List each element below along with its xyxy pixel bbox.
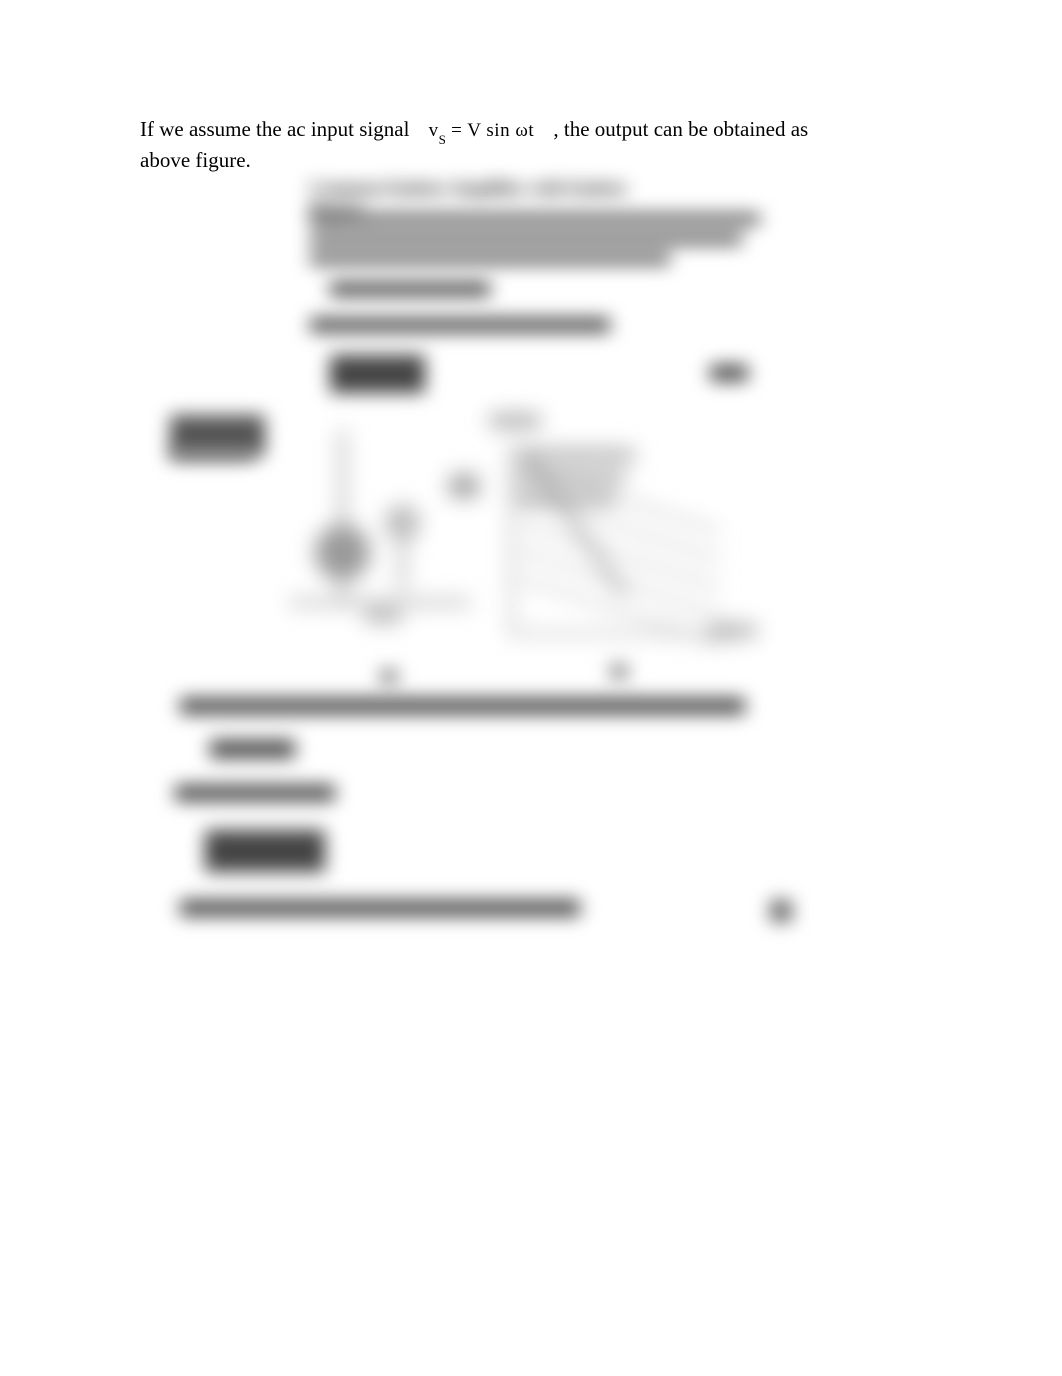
blurred-equation bbox=[330, 355, 425, 393]
formula-variable: v bbox=[429, 120, 439, 141]
visible-paragraph: If we assume the ac input signal vS = V … bbox=[140, 115, 840, 174]
blurred-equation bbox=[205, 830, 325, 872]
blurred-equation bbox=[210, 740, 295, 758]
inline-formula: vS = V sin ωt bbox=[429, 115, 534, 146]
blurred-figure-label bbox=[170, 450, 255, 460]
blurred-figure-sublabel bbox=[610, 665, 628, 678]
blurred-line bbox=[310, 318, 610, 332]
text-prefix: If we assume the ac input signal bbox=[140, 117, 409, 141]
blurred-line bbox=[330, 282, 490, 296]
blurred-equation-number bbox=[710, 365, 748, 381]
blurred-page-mark bbox=[770, 900, 792, 922]
blurred-figure bbox=[250, 410, 760, 660]
formula-rhs: = V sin ωt bbox=[451, 120, 534, 141]
formula-subscript: S bbox=[439, 132, 446, 147]
blurred-paragraph-1 bbox=[310, 210, 760, 270]
blurred-line bbox=[175, 785, 335, 801]
page: If we assume the ac input signal vS = V … bbox=[0, 0, 1062, 1376]
blurred-line bbox=[180, 900, 580, 916]
blurred-line bbox=[180, 698, 745, 714]
blurred-figure-sublabel bbox=[380, 670, 398, 683]
